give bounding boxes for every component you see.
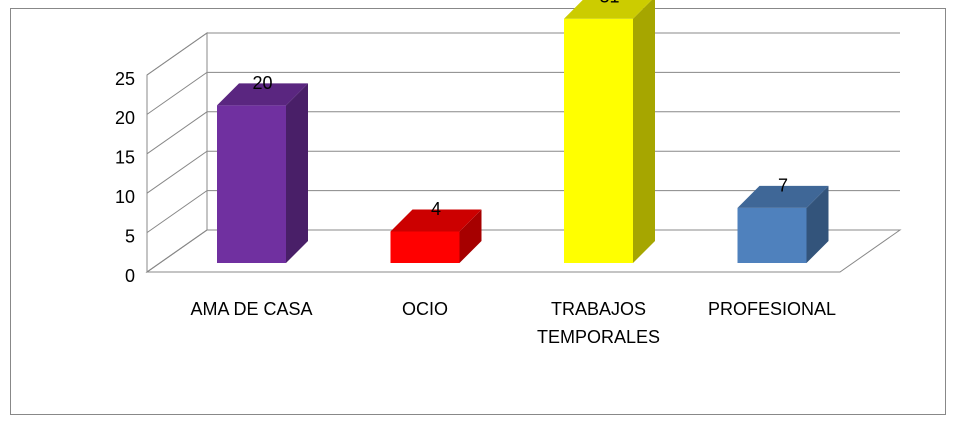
bar-side: [286, 83, 308, 264]
bar: [390, 209, 482, 263]
bar-side: [459, 209, 482, 263]
data-label: 20: [252, 73, 272, 93]
bar-top: [217, 83, 308, 106]
y-tick-label: 25: [115, 69, 135, 89]
grid-line: [146, 32, 900, 76]
y-tick-label: 10: [115, 187, 135, 207]
bar-front: [217, 105, 286, 264]
grid-line: [146, 71, 900, 115]
grid-line: [146, 111, 900, 155]
bar: [564, 0, 655, 263]
y-tick-label: 15: [115, 148, 135, 168]
data-label: 31: [599, 0, 619, 6]
bar: [737, 185, 829, 263]
bar-side: [806, 185, 829, 263]
bar-front: [390, 231, 460, 263]
bar-top: [737, 185, 829, 208]
bar-front: [564, 18, 633, 263]
data-label: 4: [431, 199, 441, 219]
bar-top: [390, 209, 482, 232]
x-tick-label: OCIO: [401, 299, 448, 319]
y-tick-label: 20: [115, 108, 135, 128]
data-label: 7: [778, 176, 788, 196]
bar: [217, 83, 308, 264]
y-tick-label: 0: [125, 266, 135, 286]
grid-line: [146, 229, 900, 273]
y-tick-label: 5: [125, 226, 135, 246]
bar-front: [737, 207, 807, 263]
x-tick-label: AMA DE CASA: [190, 299, 313, 319]
x-tick-label: PROFESIONAL: [707, 299, 837, 319]
grid-line: [146, 150, 900, 194]
x-tick-label: TRABAJOS TEMPORALES: [536, 299, 661, 347]
bar-top: [564, 0, 652, 19]
grid-line: [146, 190, 900, 234]
bar-side: [633, 0, 655, 263]
